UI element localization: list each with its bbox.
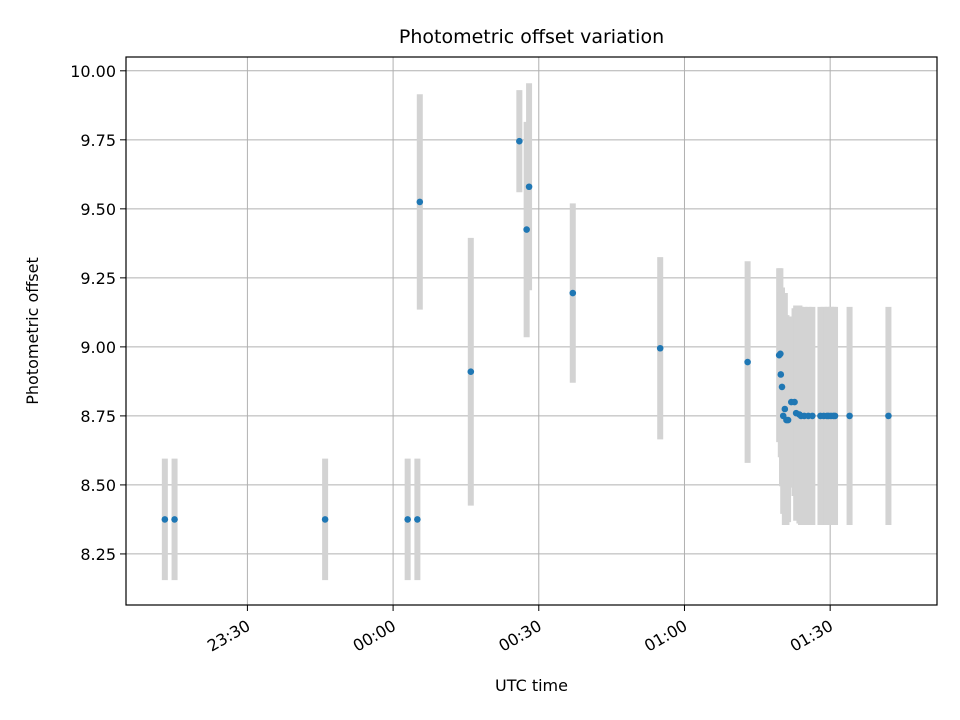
data-point [778,383,786,391]
y-tick-label: 8.25 [80,545,116,564]
y-tick-label: 9.25 [80,269,116,288]
data-point [781,405,789,413]
data-point [414,516,421,523]
x-axis-label: UTC time [495,676,568,695]
data-point [656,344,664,352]
data-point [777,350,784,358]
data-point [777,371,785,378]
data-point [744,358,751,366]
data-point [885,412,892,420]
data-point [321,516,329,523]
data-point [846,412,853,420]
data-point [523,226,530,233]
y-tick-label: 9.00 [80,338,116,357]
data-point [161,516,169,523]
data-point [467,368,475,376]
data-point [525,183,533,191]
data-point [809,412,816,420]
y-tick-label: 9.75 [80,131,116,150]
data-point [171,516,178,523]
chart-title: Photometric offset variation [399,26,664,48]
y-tick-label: 9.50 [80,200,116,219]
y-tick-label: 8.50 [80,476,116,495]
data-point [791,398,798,406]
data-point [516,137,523,145]
data-point [831,412,839,420]
data-point [569,289,577,297]
y-axis-ticks: 8.25 8.50 8.75 9.00 9.25 9.50 9.75 10.00 [70,62,126,564]
data-point [404,516,411,523]
data-point [784,416,792,424]
y-tick-label: 10.00 [70,62,116,81]
data-points [161,137,892,523]
plot-frame [125,56,938,606]
y-tick-label: 8.75 [80,407,116,426]
data-point [416,198,424,206]
y-axis-label: Photometric offset [23,257,42,405]
